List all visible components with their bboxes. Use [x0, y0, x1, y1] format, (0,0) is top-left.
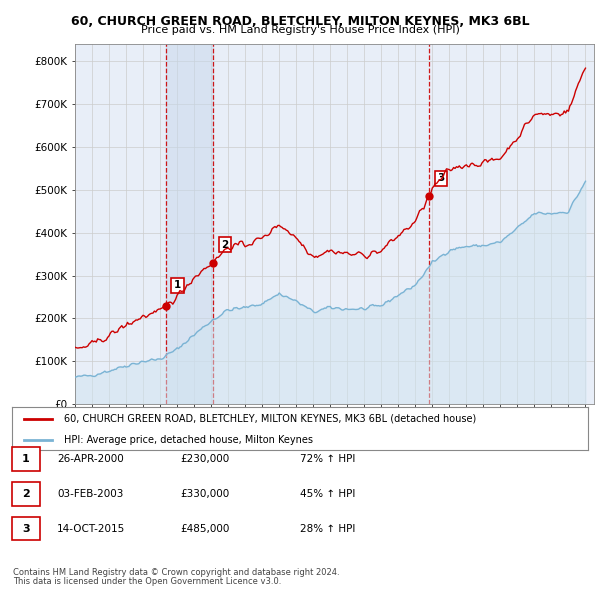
Text: 45% ↑ HPI: 45% ↑ HPI — [300, 489, 355, 499]
Text: 28% ↑ HPI: 28% ↑ HPI — [300, 524, 355, 533]
Text: 2: 2 — [221, 240, 229, 250]
Text: Price paid vs. HM Land Registry's House Price Index (HPI): Price paid vs. HM Land Registry's House … — [140, 25, 460, 35]
Text: Contains HM Land Registry data © Crown copyright and database right 2024.: Contains HM Land Registry data © Crown c… — [13, 568, 340, 577]
Text: 3: 3 — [437, 173, 445, 183]
Text: 1: 1 — [174, 280, 181, 290]
Text: 1: 1 — [22, 454, 29, 464]
Text: 2: 2 — [22, 489, 29, 499]
Text: 3: 3 — [22, 524, 29, 533]
Text: This data is licensed under the Open Government Licence v3.0.: This data is licensed under the Open Gov… — [13, 577, 281, 586]
Text: 14-OCT-2015: 14-OCT-2015 — [57, 524, 125, 533]
Text: £330,000: £330,000 — [180, 489, 229, 499]
Text: 60, CHURCH GREEN ROAD, BLETCHLEY, MILTON KEYNES, MK3 6BL (detached house): 60, CHURCH GREEN ROAD, BLETCHLEY, MILTON… — [64, 414, 476, 424]
Text: 26-APR-2000: 26-APR-2000 — [57, 454, 124, 464]
Text: HPI: Average price, detached house, Milton Keynes: HPI: Average price, detached house, Milt… — [64, 435, 313, 445]
Bar — [166, 44, 212, 404]
Text: £230,000: £230,000 — [180, 454, 229, 464]
Text: 03-FEB-2003: 03-FEB-2003 — [57, 489, 124, 499]
Text: 72% ↑ HPI: 72% ↑ HPI — [300, 454, 355, 464]
Text: 60, CHURCH GREEN ROAD, BLETCHLEY, MILTON KEYNES, MK3 6BL: 60, CHURCH GREEN ROAD, BLETCHLEY, MILTON… — [71, 15, 529, 28]
Text: £485,000: £485,000 — [180, 524, 229, 533]
